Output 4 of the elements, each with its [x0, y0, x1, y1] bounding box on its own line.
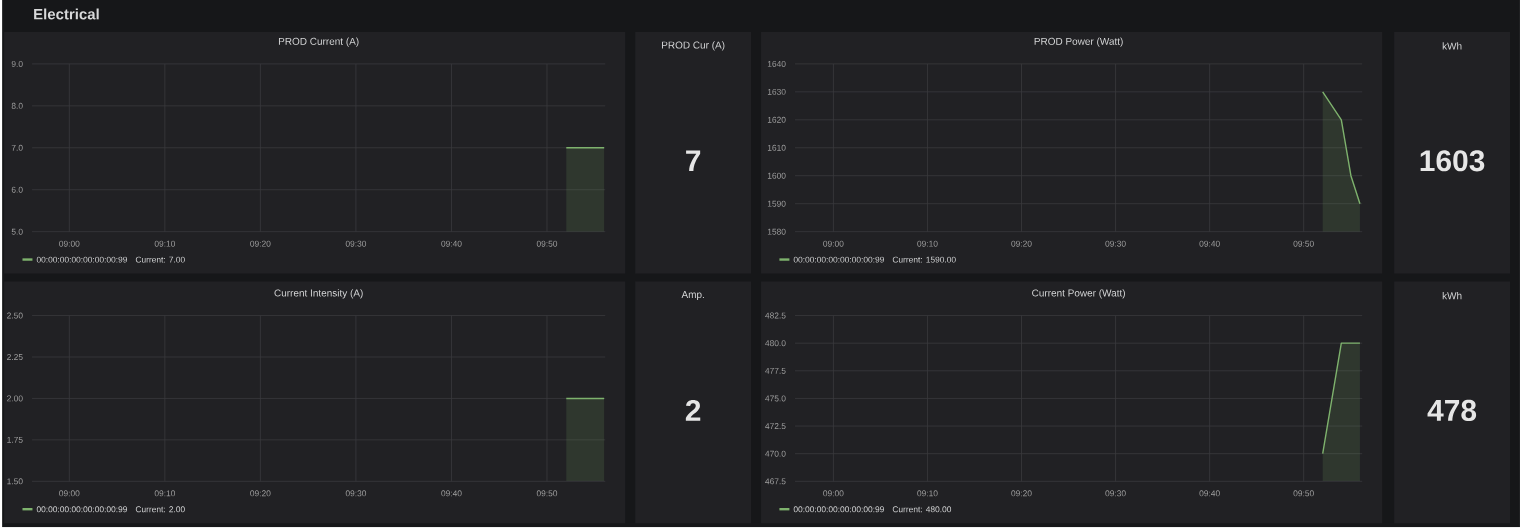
text: 1603: [1420, 150, 1485, 172]
text: 7: [686, 150, 701, 172]
text: 2: [685, 400, 701, 422]
text: 478: [1427, 400, 1477, 422]
